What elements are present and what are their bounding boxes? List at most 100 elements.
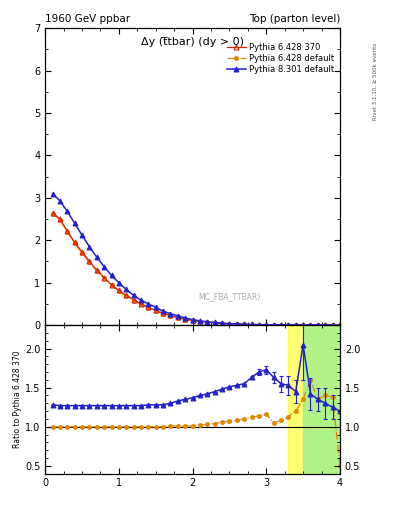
Pythia 6.428 default [242, 322, 246, 328]
Pythia 8.301 default [183, 315, 187, 321]
Pythia 6.428 default [72, 240, 77, 246]
Pythia 6.428 370 [257, 322, 261, 328]
Pythia 8.301 default [264, 322, 269, 328]
Pythia 6.428 default [116, 288, 121, 294]
Pythia 6.428 default [316, 322, 320, 328]
Pythia 6.428 370 [198, 318, 202, 325]
Pythia 6.428 370 [87, 259, 92, 265]
Pythia 6.428 default [94, 268, 99, 274]
Pythia 6.428 default [212, 320, 217, 326]
Pythia 8.301 default [271, 322, 276, 328]
Line: Pythia 6.428 370: Pythia 6.428 370 [50, 210, 342, 328]
Pythia 6.428 370 [220, 321, 224, 327]
Pythia 6.428 default [234, 321, 239, 327]
Pythia 6.428 370 [249, 322, 254, 328]
Pythia 6.428 default [227, 321, 232, 327]
Text: Δy (t̅tbar) (dy > 0): Δy (t̅tbar) (dy > 0) [141, 37, 244, 47]
Pythia 8.301 default [212, 319, 217, 326]
Pythia 6.428 default [301, 322, 305, 328]
Pythia 8.301 default [153, 304, 158, 310]
Pythia 8.301 default [220, 320, 224, 326]
Pythia 6.428 370 [58, 216, 62, 222]
Pythia 8.301 default [161, 308, 165, 314]
Pythia 8.301 default [58, 198, 62, 204]
Pythia 8.301 default [124, 286, 129, 292]
Pythia 6.428 370 [286, 322, 291, 328]
Line: Pythia 6.428 default: Pythia 6.428 default [50, 211, 342, 327]
Pythia 8.301 default [176, 313, 180, 319]
Pythia 6.428 default [87, 259, 92, 265]
Line: Pythia 8.301 default: Pythia 8.301 default [50, 191, 342, 328]
Pythia 6.428 default [264, 322, 269, 328]
Pythia 8.301 default [330, 322, 335, 328]
Pythia 6.428 370 [153, 307, 158, 313]
Pythia 8.301 default [50, 190, 55, 197]
Pythia 6.428 default [80, 250, 84, 256]
Pythia 8.301 default [205, 318, 210, 325]
Pythia 6.428 default [102, 275, 107, 282]
Pythia 6.428 370 [50, 209, 55, 216]
Pythia 6.428 370 [212, 319, 217, 326]
Pythia 8.301 default [242, 321, 246, 327]
Pythia 6.428 370 [146, 304, 151, 310]
Pythia 6.428 370 [139, 301, 143, 307]
Pythia 8.301 default [116, 280, 121, 286]
Pythia 6.428 370 [308, 322, 313, 328]
Pythia 6.428 370 [131, 296, 136, 303]
Pythia 6.428 370 [109, 282, 114, 288]
Pythia 6.428 default [131, 297, 136, 304]
Pythia 8.301 default [198, 318, 202, 324]
Pythia 6.428 370 [293, 322, 298, 328]
Y-axis label: Ratio to Pythia 6.428 370: Ratio to Pythia 6.428 370 [13, 351, 22, 448]
Pythia 6.428 370 [80, 249, 84, 255]
Pythia 8.301 default [234, 321, 239, 327]
Pythia 6.428 default [183, 316, 187, 323]
Pythia 8.301 default [286, 322, 291, 328]
Pythia 6.428 default [308, 322, 313, 328]
Pythia 6.428 default [279, 322, 283, 328]
Pythia 8.301 default [308, 322, 313, 328]
Pythia 6.428 370 [242, 321, 246, 327]
Pythia 6.428 default [153, 308, 158, 314]
Legend: Pythia 6.428 370, Pythia 6.428 default, Pythia 8.301 default: Pythia 6.428 370, Pythia 6.428 default, … [226, 41, 336, 76]
Bar [303, 325, 340, 474]
Pythia 6.428 370 [279, 322, 283, 328]
Pythia 6.428 default [249, 322, 254, 328]
Pythia 8.301 default [168, 311, 173, 317]
Pythia 6.428 370 [94, 267, 99, 273]
Pythia 8.301 default [190, 316, 195, 323]
Pythia 6.428 370 [330, 322, 335, 328]
Pythia 6.428 default [139, 301, 143, 307]
Text: Rivet 3.1.10, ≥ 500k events: Rivet 3.1.10, ≥ 500k events [373, 43, 378, 120]
Pythia 6.428 default [338, 322, 342, 328]
Pythia 6.428 370 [176, 314, 180, 321]
Text: Top (parton level): Top (parton level) [248, 14, 340, 24]
Pythia 6.428 default [176, 315, 180, 321]
Pythia 8.301 default [102, 264, 107, 270]
Pythia 6.428 370 [65, 228, 70, 234]
Pythia 8.301 default [249, 322, 254, 328]
Pythia 6.428 default [271, 322, 276, 328]
Pythia 6.428 default [330, 322, 335, 328]
Pythia 6.428 default [124, 293, 129, 300]
Pythia 8.301 default [109, 272, 114, 279]
Pythia 6.428 370 [264, 322, 269, 328]
Pythia 8.301 default [293, 322, 298, 328]
Pythia 6.428 370 [234, 321, 239, 327]
Text: 1960 GeV ppbar: 1960 GeV ppbar [45, 14, 130, 24]
Pythia 6.428 default [58, 217, 62, 223]
Pythia 6.428 default [65, 229, 70, 235]
Pythia 8.301 default [316, 322, 320, 328]
Pythia 6.428 370 [316, 322, 320, 328]
Pythia 8.301 default [72, 220, 77, 226]
Pythia 8.301 default [227, 321, 232, 327]
Pythia 8.301 default [279, 322, 283, 328]
Pythia 6.428 default [205, 319, 210, 325]
Pythia 8.301 default [94, 254, 99, 260]
Pythia 6.428 370 [227, 321, 232, 327]
Pythia 6.428 default [168, 313, 173, 319]
Pythia 6.428 370 [323, 322, 328, 328]
Pythia 6.428 default [190, 318, 195, 324]
Pythia 6.428 370 [338, 322, 342, 328]
Pythia 6.428 370 [72, 239, 77, 245]
